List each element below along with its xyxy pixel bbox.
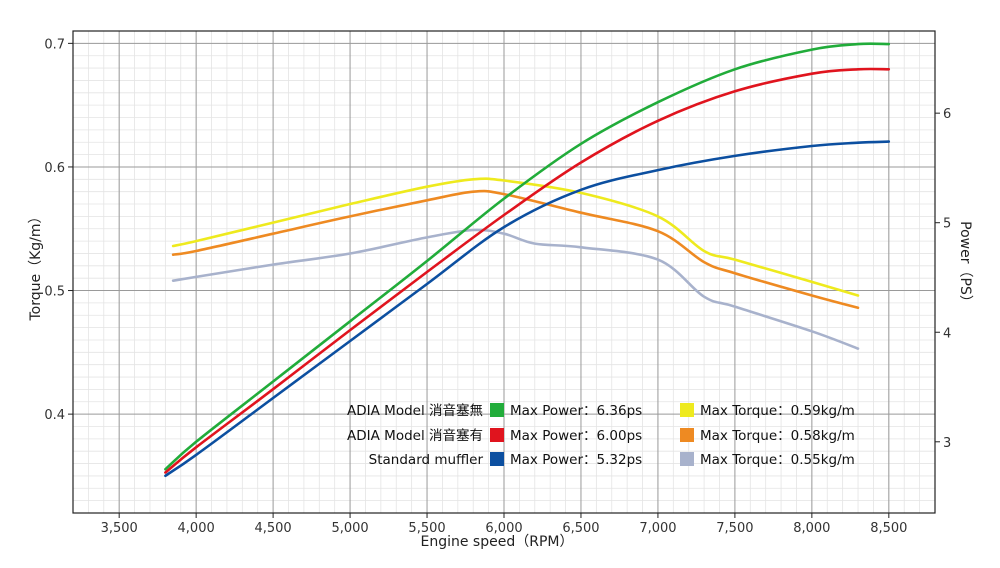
- legend-power-swatch: [490, 452, 504, 466]
- legend-power-label: Max Power：6.36ps: [510, 403, 642, 419]
- right-tick-label: 3: [943, 436, 951, 451]
- x-tick-label: 5,500: [408, 521, 445, 536]
- x-tick-label: 4,000: [178, 521, 215, 536]
- left-axis-title: Torque（Kg/m）: [28, 209, 44, 321]
- legend-power-label: Max Power：5.32ps: [510, 452, 642, 468]
- right-tick-label: 5: [943, 217, 951, 232]
- right-axis-ticks: 3 4 5 6: [935, 107, 951, 451]
- x-axis-title: Engine speed（RPM）: [421, 534, 574, 550]
- x-tick-label: 8,500: [870, 521, 907, 536]
- legend-torque-swatch: [680, 428, 694, 442]
- legend-power-swatch: [490, 403, 504, 417]
- power-line-standard: [164, 140, 891, 478]
- legend-torque-swatch: [680, 403, 694, 417]
- x-tick-label: 6,000: [485, 521, 522, 536]
- x-tick-label: 5,000: [331, 521, 368, 536]
- torque-line-adia-no-plug: [171, 177, 860, 297]
- legend-power-label: Max Power：6.00ps: [510, 428, 642, 444]
- x-tick-label: 7,000: [639, 521, 676, 536]
- legend-model-label: Standard muffler: [369, 452, 484, 468]
- power-line-adia-no-plug: [164, 42, 891, 471]
- legend-model-label: ADIA Model 消音塞無: [347, 402, 483, 419]
- left-tick-label: 0.5: [44, 285, 65, 300]
- x-tick-label: 7,500: [716, 521, 753, 536]
- right-axis-title: Power（PS）: [957, 221, 973, 309]
- series-layer: [164, 42, 891, 478]
- legend: ADIA Model 消音塞無 Max Power：6.36ps Max Torqu…: [347, 402, 855, 468]
- torque-line-adia-with-plug: [171, 189, 860, 310]
- legend-torque-label: Max Torque：0.59kg/m: [700, 403, 855, 419]
- left-tick-label: 0.7: [44, 37, 65, 52]
- left-tick-label: 0.6: [44, 161, 65, 176]
- right-tick-label: 4: [943, 326, 951, 341]
- legend-torque-swatch: [680, 452, 694, 466]
- left-tick-label: 0.4: [44, 408, 65, 423]
- x-tick-label: 3,500: [101, 521, 138, 536]
- x-tick-label: 4,500: [254, 521, 291, 536]
- x-tick-label: 6,500: [562, 521, 599, 536]
- x-tick-label: 8,000: [793, 521, 830, 536]
- left-axis-ticks: 0.4 0.5 0.6 0.7: [44, 37, 73, 423]
- torque-line-standard: [171, 228, 860, 350]
- power-line-adia-with-plug: [164, 67, 891, 474]
- legend-power-swatch: [490, 428, 504, 442]
- legend-model-label: ADIA Model 消音塞有: [347, 427, 483, 444]
- legend-torque-label: Max Torque：0.58kg/m: [700, 428, 855, 444]
- x-axis-ticks: 3,500 4,000 4,500 5,000 5,500 6,000 6,500 7,000…: [101, 513, 907, 536]
- legend-torque-label: Max Torque：0.55kg/m: [700, 452, 855, 468]
- right-tick-label: 6: [943, 107, 951, 122]
